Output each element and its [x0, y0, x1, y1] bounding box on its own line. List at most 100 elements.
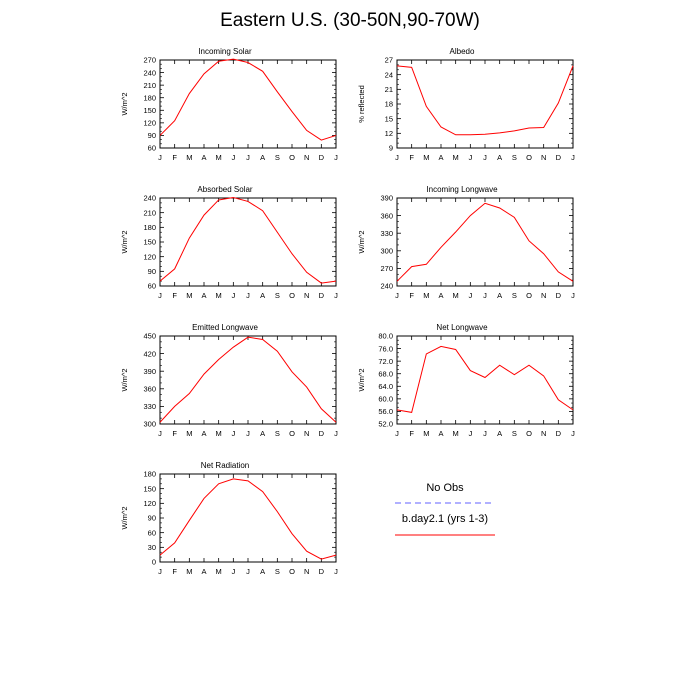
- y-tick-label: 330: [380, 229, 393, 238]
- x-tick-label: A: [438, 153, 443, 162]
- x-tick-label: J: [334, 291, 338, 300]
- panel-albedo: Albedo J F M A M J J A S O N D J 9 12 15 18 21 24 27% refle…: [337, 45, 587, 175]
- x-tick-label: M: [216, 429, 222, 438]
- panel-title: Net Radiation: [200, 461, 250, 470]
- x-tick-label: F: [409, 291, 414, 300]
- x-tick-label: J: [571, 153, 575, 162]
- x-tick-label: S: [512, 291, 517, 300]
- x-tick-label: M: [216, 567, 222, 576]
- x-tick-label: J: [231, 429, 235, 438]
- series-line: [396, 345, 574, 413]
- x-tick-label: O: [526, 291, 532, 300]
- y-tick-label: 68.0: [378, 369, 393, 378]
- y-tick-label: 120: [143, 252, 156, 261]
- y-tick-label: 72.0: [378, 357, 393, 366]
- x-tick-label: N: [541, 153, 546, 162]
- x-tick-label: N: [304, 429, 309, 438]
- plot-frame: [159, 473, 337, 563]
- x-tick-label: J: [395, 291, 399, 300]
- x-tick-label: N: [541, 429, 546, 438]
- x-tick-label: M: [423, 153, 429, 162]
- y-tick-label: 120: [143, 499, 156, 508]
- x-tick-label: M: [186, 153, 192, 162]
- y-tick-label: 90: [148, 514, 156, 523]
- series-line: [159, 196, 337, 284]
- y-tick-label: 24: [385, 70, 393, 79]
- x-tick-label: J: [158, 153, 162, 162]
- x-tick-label: F: [172, 567, 177, 576]
- y-tick-label: 9: [389, 144, 393, 153]
- x-tick-label: M: [216, 153, 222, 162]
- x-tick-label: S: [275, 291, 280, 300]
- x-tick-label: F: [409, 153, 414, 162]
- x-tick-label: M: [453, 291, 459, 300]
- plot-frame: [396, 197, 574, 287]
- x-tick-label: A: [260, 567, 265, 576]
- x-tick-label: F: [172, 429, 177, 438]
- x-tick-label: M: [423, 429, 429, 438]
- x-tick-label: J: [231, 291, 235, 300]
- y-tick-label: 300: [380, 247, 393, 256]
- x-tick-label: J: [468, 429, 472, 438]
- y-tick-label: 56.0: [378, 407, 393, 416]
- x-tick-label: J: [246, 153, 250, 162]
- y-tick-label: 52.0: [378, 420, 393, 429]
- x-tick-label: D: [319, 429, 325, 438]
- x-tick-label: J: [483, 429, 487, 438]
- series-line: [396, 65, 574, 136]
- x-tick-label: J: [571, 429, 575, 438]
- y-tick-label: 60: [148, 144, 156, 153]
- y-tick-label: 360: [380, 211, 393, 220]
- x-tick-label: S: [275, 567, 280, 576]
- x-tick-label: J: [468, 153, 472, 162]
- y-axis-label: % reflected: [357, 85, 366, 123]
- x-tick-label: A: [497, 291, 502, 300]
- y-tick-label: 360: [143, 385, 156, 394]
- series-line: [159, 336, 337, 423]
- x-tick-label: D: [319, 291, 325, 300]
- x-tick-label: M: [453, 153, 459, 162]
- panel-title: Net Longwave: [436, 323, 488, 332]
- y-tick-label: 27: [385, 56, 393, 65]
- y-axis-label: W/m^2: [357, 368, 366, 391]
- y-tick-label: 270: [143, 56, 156, 65]
- y-tick-label: 240: [143, 194, 156, 203]
- x-tick-label: J: [231, 153, 235, 162]
- y-tick-label: 120: [143, 119, 156, 128]
- y-tick-label: 150: [143, 106, 156, 115]
- panel-title: Incoming Longwave: [426, 185, 498, 194]
- x-tick-label: A: [438, 291, 443, 300]
- y-tick-label: 60.0: [378, 395, 393, 404]
- y-axis-label: W/m^2: [120, 230, 129, 253]
- x-tick-label: F: [172, 291, 177, 300]
- x-tick-label: J: [158, 567, 162, 576]
- x-tick-label: F: [409, 429, 414, 438]
- y-tick-label: 0: [152, 558, 156, 567]
- panel-title: Absorbed Solar: [197, 185, 253, 194]
- x-tick-label: N: [541, 291, 546, 300]
- x-tick-label: J: [334, 153, 338, 162]
- x-tick-label: A: [260, 291, 265, 300]
- x-tick-label: J: [395, 429, 399, 438]
- legend-label-model: b.day2.1 (yrs 1-3): [401, 513, 489, 525]
- x-tick-label: J: [334, 429, 338, 438]
- x-tick-label: O: [289, 567, 295, 576]
- y-tick-label: 60: [148, 282, 156, 291]
- y-tick-label: 180: [143, 223, 156, 232]
- x-tick-label: J: [246, 567, 250, 576]
- x-tick-label: J: [483, 153, 487, 162]
- panel-net-longwave: Net Longwave J F M A M J J A S O N D J 52.0 56.0 60.0 64…: [337, 321, 587, 451]
- legend-line-obs: [395, 502, 495, 504]
- x-tick-label: A: [438, 429, 443, 438]
- x-tick-label: N: [304, 291, 309, 300]
- y-axis-label: W/m^2: [120, 506, 129, 529]
- x-tick-label: J: [334, 567, 338, 576]
- y-tick-label: 60: [148, 528, 156, 537]
- x-tick-label: D: [556, 291, 562, 300]
- x-tick-label: A: [260, 153, 265, 162]
- panel-title: Emitted Longwave: [192, 323, 258, 332]
- x-tick-label: S: [275, 429, 280, 438]
